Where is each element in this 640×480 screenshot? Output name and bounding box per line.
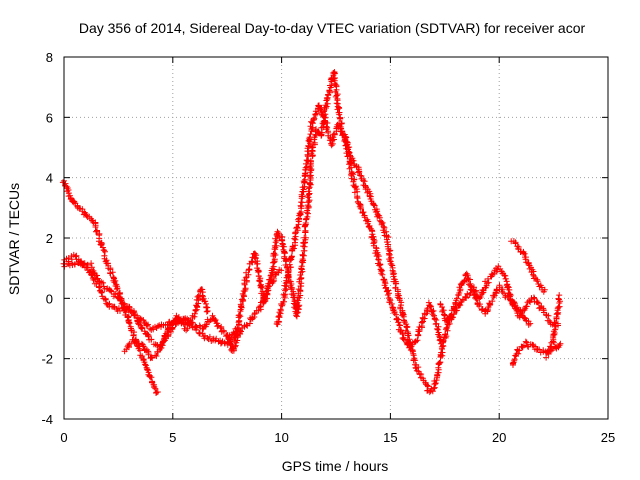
plot-frame: [63, 56, 609, 420]
series-trace-h: [508, 238, 548, 295]
series-trace-g: [437, 270, 534, 328]
y-axis-label: SDTVAR / TECUs: [6, 183, 22, 295]
series-markers: [437, 270, 534, 328]
y-tick-label: 4: [46, 171, 53, 186]
y-tick-label: -2: [41, 352, 53, 367]
y-tick-label: 2: [46, 231, 53, 246]
series-trace-f: [273, 102, 445, 351]
x-axis-label: GPS time / hours: [282, 458, 389, 474]
y-tick-label: 8: [46, 50, 53, 65]
x-tick-label: 10: [274, 430, 288, 445]
series-trace-i: [509, 338, 564, 368]
x-tick-label: 0: [60, 430, 67, 445]
y-tick-label: 0: [46, 291, 53, 306]
series-markers: [273, 102, 445, 351]
series-markers: [509, 338, 564, 368]
data-series: [59, 69, 564, 396]
series-trace-a: [59, 177, 161, 396]
series-markers: [223, 69, 561, 396]
chart-title: Day 356 of 2014, Sidereal Day-to-day VTE…: [79, 20, 586, 36]
series-markers: [59, 177, 161, 396]
y-tick-label: 6: [46, 110, 53, 125]
series-markers: [121, 286, 211, 362]
x-tick-label: 5: [169, 430, 176, 445]
x-tick-label: 15: [383, 430, 397, 445]
series-trace-j: [543, 292, 563, 361]
series-markers: [508, 238, 548, 295]
x-tick-label: 20: [492, 430, 506, 445]
y-tick-label: -4: [41, 412, 53, 427]
series-trace-d: [121, 286, 211, 362]
y-tick-labels: -4 -2 0 2 4 6 8: [41, 50, 53, 427]
series-markers: [543, 292, 563, 361]
x-tick-label: 25: [601, 430, 615, 445]
x-tick-labels: 0 5 10 15 20 25: [60, 430, 615, 445]
series-trace-e: [223, 69, 561, 396]
